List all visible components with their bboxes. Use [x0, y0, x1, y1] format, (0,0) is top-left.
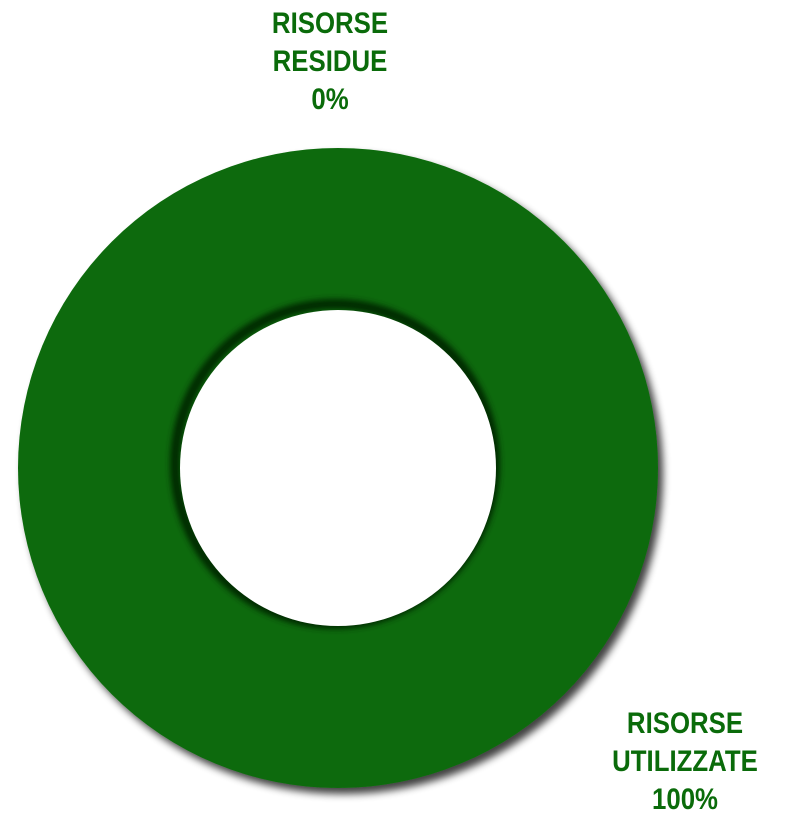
slice-label-residue-percent: 0% — [311, 83, 349, 116]
slice-label-residue-line1: RISORSE — [271, 7, 389, 40]
donut-hole — [180, 310, 496, 626]
slice-label-used-line1: RISORSE — [626, 707, 744, 740]
slice-label-residue: RISORSE RESIDUE 0% — [244, 5, 416, 119]
slice-label-used-percent: 100% — [651, 783, 718, 816]
slice-label-used-line2: UTILIZZATE — [612, 745, 758, 778]
slice-label-residue-line2: RESIDUE — [272, 45, 388, 78]
slice-label-used: RISORSE UTILIZZATE 100% — [595, 705, 776, 819]
